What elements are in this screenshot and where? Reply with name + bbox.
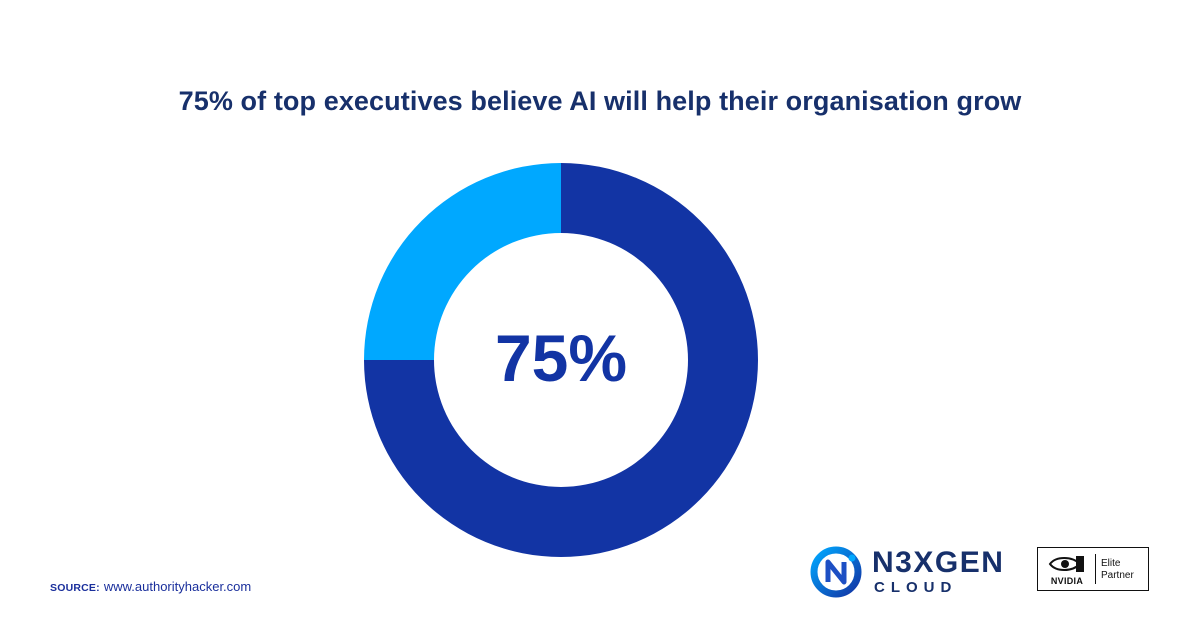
nvidia-eye-icon xyxy=(1046,554,1086,574)
source-label: SOURCE: xyxy=(50,582,100,594)
donut-slice-1 xyxy=(364,163,561,360)
badge-line1: Elite xyxy=(1101,558,1121,569)
nvidia-partner-badge: NVIDIA Elite Partner xyxy=(1037,547,1149,591)
nvidia-wordmark: NVIDIA xyxy=(1050,576,1084,586)
chart-title: 75% of top executives believe AI will he… xyxy=(178,86,1022,116)
n3xgen-logo: N3XGEN CLOUD xyxy=(808,544,1028,600)
badge-line2: Partner xyxy=(1101,570,1134,581)
n3xgen-logo-icon xyxy=(810,546,862,598)
center-label: 75% xyxy=(495,321,627,395)
brand-name: N3XGEN xyxy=(872,546,1005,579)
badge-divider xyxy=(1095,554,1096,584)
source-line: SOURCE: www.authorityhacker.com xyxy=(50,579,251,594)
donut-slice-0 xyxy=(364,163,758,557)
brand-subtitle: CLOUD xyxy=(874,579,958,596)
donut-slices xyxy=(364,163,758,557)
source-url: www.authorityhacker.com xyxy=(103,579,252,594)
